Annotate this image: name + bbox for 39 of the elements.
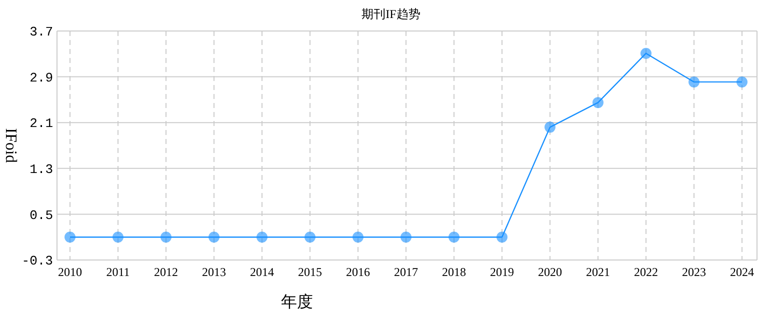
- x-tick-label: 2022: [634, 265, 658, 279]
- x-tick-label: 2020: [538, 265, 562, 279]
- point: [400, 232, 412, 243]
- point: [304, 232, 316, 243]
- x-tick-label: 2010: [58, 265, 82, 279]
- point: [688, 76, 700, 88]
- x-tick-label: 2013: [202, 265, 226, 279]
- y-tick-label: 0.5: [30, 208, 53, 223]
- point: [208, 232, 220, 243]
- point: [544, 122, 556, 133]
- point: [256, 232, 268, 243]
- point: [736, 76, 748, 88]
- point: [160, 232, 172, 243]
- y-tick-label: 3.7: [30, 24, 53, 40]
- y-axis-title: IFoid: [2, 128, 19, 163]
- point: [496, 232, 508, 243]
- x-tick-label: 2012: [154, 265, 178, 279]
- y-tick-label: 1.3: [30, 162, 53, 177]
- y-tick-label: 2.1: [30, 116, 54, 132]
- y-tick-label: -0.3: [22, 254, 53, 269]
- x-tick-label: 2015: [298, 265, 322, 279]
- chart-title: 期刊IF趋势: [362, 7, 420, 21]
- x-tick-label: 2023: [682, 265, 706, 279]
- x-axis-title: 年度: [281, 293, 313, 311]
- point: [352, 232, 364, 243]
- x-tick-label: 2024: [730, 265, 754, 279]
- point: [640, 48, 652, 59]
- point: [592, 97, 604, 108]
- x-tick-label: 2019: [490, 265, 514, 279]
- x-tick-label: 2014: [250, 265, 274, 279]
- x-tick-label: 2016: [346, 265, 370, 279]
- x-tick-label: 2011: [106, 265, 130, 279]
- x-tick-label: 2017: [394, 265, 418, 279]
- point: [112, 232, 124, 243]
- point: [448, 232, 460, 243]
- x-tick-label: 2018: [442, 265, 466, 279]
- point: [64, 232, 76, 243]
- x-tick-label: 2021: [586, 265, 610, 279]
- y-tick-label: 2.9: [30, 70, 53, 86]
